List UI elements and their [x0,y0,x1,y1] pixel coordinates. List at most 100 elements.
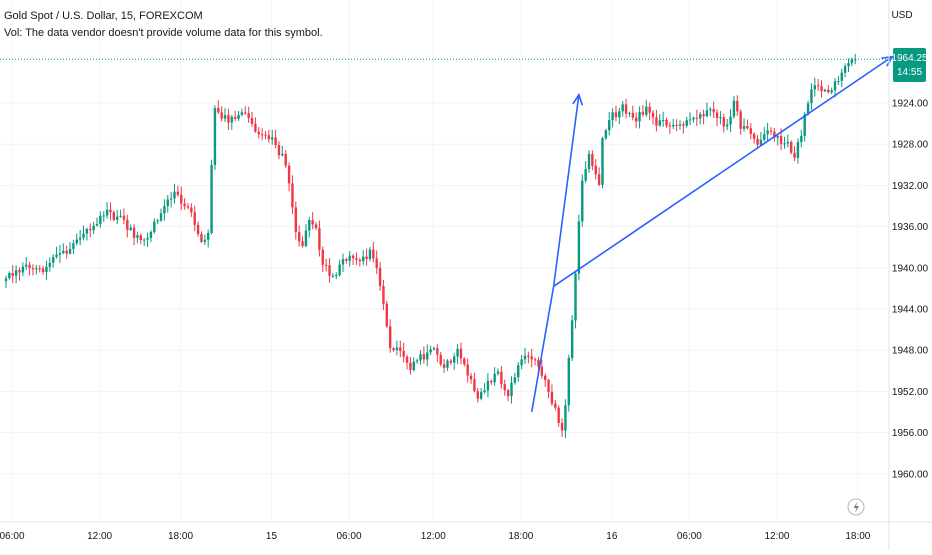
candle[interactable] [796,138,800,164]
candle[interactable] [166,194,169,213]
candle[interactable] [699,111,702,125]
candle[interactable] [45,260,48,280]
candle[interactable] [301,236,304,248]
candle[interactable] [351,253,355,265]
candle[interactable] [14,265,18,284]
candle[interactable] [200,231,203,244]
candle[interactable] [719,111,722,125]
candle[interactable] [324,258,328,272]
candle[interactable] [210,159,213,235]
candle[interactable] [486,373,490,398]
candle[interactable] [217,100,220,114]
candle[interactable] [142,238,146,246]
candle[interactable] [335,272,338,280]
candle[interactable] [105,202,109,219]
candle[interactable] [830,87,833,95]
candle[interactable] [38,265,41,273]
candle[interactable] [163,199,166,221]
candle[interactable] [439,351,442,367]
candle[interactable] [837,76,840,86]
candle[interactable] [196,221,200,237]
candle[interactable] [190,203,193,217]
candle[interactable] [816,78,820,91]
candle[interactable] [702,109,705,125]
candle[interactable] [570,315,574,361]
candle[interactable] [176,185,180,197]
candle[interactable] [55,246,58,259]
candle[interactable] [318,220,321,257]
candle[interactable] [405,354,409,370]
candle[interactable] [237,110,240,122]
candle[interactable] [820,80,823,98]
candle[interactable] [62,243,65,255]
candle[interactable] [483,382,486,394]
candle[interactable] [308,216,311,238]
candle[interactable] [99,211,102,228]
candle[interactable] [132,224,136,246]
candle[interactable] [213,105,217,171]
candle[interactable] [601,136,604,189]
candle[interactable] [510,376,513,404]
candle[interactable] [567,354,570,412]
candle[interactable] [321,246,324,273]
candle[interactable] [432,346,436,351]
candle[interactable] [530,348,533,368]
candle[interactable] [429,345,432,356]
candle[interactable] [415,358,419,364]
candle[interactable] [392,347,395,352]
candle[interactable] [672,118,675,130]
candle[interactable] [207,229,210,248]
candle[interactable] [31,264,35,276]
candle[interactable] [11,265,14,284]
candle[interactable] [314,221,318,231]
candle[interactable] [473,372,476,393]
candle[interactable] [459,342,463,365]
candle[interactable] [250,111,254,127]
candle[interactable] [513,372,517,385]
candle[interactable] [631,105,635,121]
candle[interactable] [311,212,314,230]
candle[interactable] [469,373,473,384]
candle[interactable] [790,140,793,155]
candle[interactable] [109,202,112,221]
candles[interactable] [4,53,857,439]
candle[interactable] [271,129,274,145]
candle[interactable] [277,141,281,160]
candle[interactable] [810,83,813,110]
candle[interactable] [247,106,250,123]
candle[interactable] [496,368,500,376]
candle[interactable] [523,347,527,364]
candle[interactable] [68,241,72,255]
candle[interactable] [345,257,348,264]
candle[interactable] [395,340,399,356]
candle[interactable] [122,208,126,225]
candle[interactable] [574,272,577,329]
candle[interactable] [712,101,715,119]
candle[interactable] [783,136,786,149]
candle[interactable] [399,340,402,358]
candle[interactable] [436,344,439,362]
candle[interactable] [661,111,665,127]
price-axis[interactable]: 1960.00 1956.00 1952.00 1948.00 1944.00 1940.… [892,99,929,481]
candle[interactable] [378,262,382,291]
candle[interactable] [705,102,709,118]
candle[interactable] [476,387,479,403]
trend-arrow-2[interactable] [553,55,893,288]
candle[interactable] [203,234,207,246]
candle[interactable] [813,77,816,97]
candle[interactable] [678,120,682,130]
candle[interactable] [668,121,672,134]
candle[interactable] [156,218,159,225]
candle[interactable] [658,113,661,127]
candle[interactable] [827,85,830,94]
candle[interactable] [230,114,233,130]
candle[interactable] [287,162,291,192]
candle[interactable] [28,261,31,276]
candle[interactable] [773,128,776,142]
candle[interactable] [112,210,116,222]
candle[interactable] [463,357,466,367]
candle[interactable] [500,365,503,389]
candle[interactable] [149,230,153,243]
candle[interactable] [193,205,196,232]
candle[interactable] [92,221,95,234]
